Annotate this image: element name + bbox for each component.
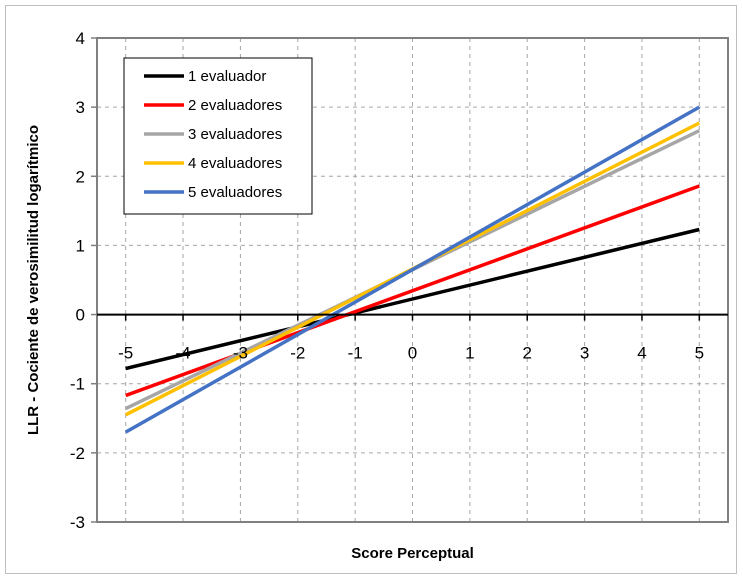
legend-label: 3 evaluadores — [188, 126, 282, 143]
x-tick-label: 5 — [695, 344, 704, 363]
series-lines — [124, 105, 701, 434]
x-tick-label: -1 — [348, 344, 363, 363]
x-tick-label: -5 — [118, 344, 133, 363]
y-tick-label: 1 — [76, 236, 85, 255]
x-axis-title: Score Perceptual — [351, 545, 474, 562]
axes — [91, 37, 728, 523]
y-tick-label: 0 — [76, 306, 85, 325]
legend-label: 2 evaluadores — [188, 97, 282, 114]
x-tick-label: 4 — [637, 344, 646, 363]
x-tick-label: 0 — [408, 344, 417, 363]
legend-box — [123, 57, 313, 215]
series-line-1 — [125, 227, 700, 371]
x-tick-label: 3 — [580, 344, 589, 363]
legend-label: 1 evaluador — [188, 68, 266, 85]
y-tick-label: -2 — [70, 444, 85, 463]
series-line-5 — [124, 105, 701, 434]
tick-labels: 4 3 2 1 0 -1 -2 -3 -5 -4 -3 -2 -1 0 1 2 3 4 5 — [70, 29, 704, 532]
y-tick-label: 3 — [76, 98, 85, 117]
y-tick-label: 4 — [76, 29, 85, 48]
x-tick-label: -4 — [175, 344, 190, 363]
y-tick-label: -1 — [70, 375, 85, 394]
x-tick-label: -3 — [233, 344, 248, 363]
x-tick-label: -2 — [290, 344, 305, 363]
plot-area-frame — [96, 37, 729, 523]
y-tick-label: -3 — [70, 513, 85, 532]
y-axis-title: LLR - Cociente de verosimilitud logarítm… — [25, 125, 42, 435]
y-tick-label: 2 — [76, 167, 85, 186]
legend: 1 evaluador 2 evaluadores 3 evaluadores 4 e… — [123, 57, 313, 215]
legend-label: 5 evaluadores — [188, 184, 282, 201]
x-tick-label: 1 — [465, 344, 474, 363]
legend-label: 4 evaluadores — [188, 155, 282, 172]
x-tick-label: 2 — [522, 344, 531, 363]
